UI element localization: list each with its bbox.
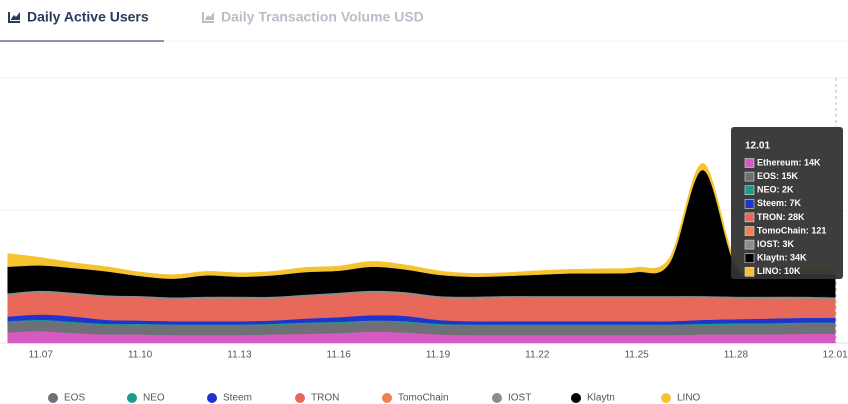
tab-bar: Daily Active Users Daily Transaction Vol… bbox=[0, 9, 848, 42]
x-tick-label: 11.13 bbox=[227, 350, 252, 361]
tooltip-title: 12.01 bbox=[745, 141, 770, 152]
tooltip-item: LINO: 10K bbox=[757, 266, 801, 276]
tooltip-item: NEO: 2K bbox=[757, 185, 794, 195]
legend-label: Steem bbox=[223, 393, 252, 404]
tooltip-item: IOST: 3K bbox=[757, 239, 795, 249]
legend-label: TomoChain bbox=[398, 393, 449, 404]
x-tick-label: 11.16 bbox=[327, 350, 352, 361]
legend-swatch bbox=[207, 393, 217, 403]
tooltip-swatch bbox=[744, 226, 755, 236]
x-tick-label: 11.22 bbox=[525, 350, 550, 361]
legend-label: Klaytn bbox=[587, 393, 615, 404]
tooltip-swatch bbox=[744, 171, 755, 182]
tooltip-swatch bbox=[744, 239, 755, 250]
tab-label[interactable]: Daily Active Users bbox=[27, 9, 149, 25]
tooltip-swatch bbox=[744, 199, 755, 209]
tooltip-item: TomoChain: 121 bbox=[757, 225, 826, 235]
x-tick-label: 11.28 bbox=[724, 350, 749, 361]
tooltip-box bbox=[731, 127, 843, 279]
legend-label: NEO bbox=[143, 393, 165, 404]
x-tick-label: 12.01 bbox=[823, 350, 848, 361]
legend-label: IOST bbox=[508, 393, 531, 404]
tab-icon bbox=[202, 12, 214, 23]
x-tick-label: 11.07 bbox=[29, 350, 54, 361]
tooltip-item: EOS: 15K bbox=[757, 171, 799, 181]
tooltip-swatch bbox=[744, 253, 755, 263]
tooltip-swatch bbox=[744, 185, 755, 195]
tab-label[interactable]: Daily Transaction Volume USD bbox=[221, 9, 424, 25]
x-tick-label: 11.19 bbox=[426, 350, 451, 361]
tooltip-swatch bbox=[744, 158, 755, 168]
x-tick-label: 11.10 bbox=[128, 350, 153, 361]
x-tick-label: 11.25 bbox=[624, 350, 649, 361]
x-axis: 11.07 11.10 11.13 11.16 11.19 11.22 11.25 11.28… bbox=[29, 350, 848, 361]
tooltip-swatch bbox=[744, 266, 755, 277]
tooltip-item: Klaytn: 34K bbox=[757, 253, 807, 263]
tooltip-item: Ethereum: 14K bbox=[757, 157, 821, 167]
legend-swatch bbox=[48, 393, 58, 403]
tab-icon bbox=[8, 12, 20, 23]
legend-swatch bbox=[492, 393, 502, 403]
legend-swatch bbox=[295, 393, 305, 403]
legend-label: TRON bbox=[311, 393, 339, 404]
legend-label: EOS bbox=[64, 393, 85, 404]
tooltip: 12.01 Ethereum: 14K EOS: 15K NEO: 2K Steem:… bbox=[731, 127, 843, 279]
tooltip-item: TRON: 28K bbox=[757, 212, 805, 222]
legend-swatch bbox=[661, 393, 671, 403]
legend-swatch bbox=[382, 393, 392, 403]
legend-label: LINO bbox=[677, 393, 701, 404]
areas bbox=[7, 163, 836, 344]
legend-swatch bbox=[571, 393, 581, 403]
legend-swatch bbox=[127, 393, 137, 403]
tooltip-item: Steem: 7K bbox=[757, 198, 802, 208]
legend: EthereumEOSNEOSteemTRONTomoChainIOSTKlay… bbox=[48, 393, 701, 404]
tooltip-swatch bbox=[744, 212, 755, 223]
